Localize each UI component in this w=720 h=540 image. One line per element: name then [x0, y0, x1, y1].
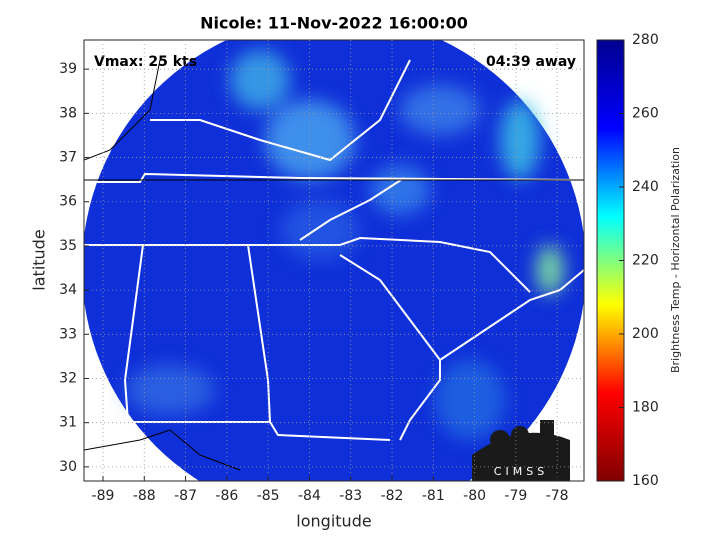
state-line	[150, 59, 411, 162]
colorbar-tick-label: 260	[632, 106, 659, 122]
swath: CIMSS	[84, 40, 584, 481]
logo: CIMSS	[472, 420, 570, 481]
y-tick-label: 35	[59, 238, 77, 254]
x-tick-label: -85	[257, 488, 280, 504]
y-tick-label: 37	[59, 150, 77, 166]
colorbar-tick-label: 240	[632, 179, 659, 195]
x-tick-label: -81	[422, 488, 445, 504]
border	[84, 429, 241, 471]
x-tick-label: -80	[463, 488, 486, 504]
colorbar-tick-label: 160	[632, 473, 659, 489]
x-tick-label: -84	[298, 488, 321, 504]
x-tick-label: -87	[174, 488, 197, 504]
plot-frame	[83, 39, 585, 482]
annotation: Vmax: 25 kts	[94, 54, 197, 70]
colorbar-tick-label: 200	[632, 326, 659, 342]
x-tick-label: -82	[381, 488, 404, 504]
colorbar-tick-label: 180	[632, 400, 659, 416]
y-tick-label: 32	[59, 370, 77, 386]
x-tick-label: -89	[92, 488, 115, 504]
y-axis-label: latitude	[30, 229, 49, 290]
state-line	[84, 236, 531, 293]
x-tick-label: -88	[133, 488, 156, 504]
y-tick-label: 38	[59, 105, 77, 121]
state-line	[123, 244, 391, 441]
chart-title: Nicole: 11-Nov-2022 16:00:00	[200, 14, 468, 33]
annotation: 04:39 away	[486, 54, 576, 70]
y-tick-label: 30	[59, 459, 77, 475]
colorbar-label: Brightness Temp - Horizontal Polarizatio…	[669, 147, 682, 373]
x-tick-label: -78	[546, 488, 569, 504]
colorbar-tick-label: 280	[632, 32, 659, 48]
state-line	[299, 177, 405, 241]
coast	[439, 269, 584, 361]
y-tick-label: 36	[59, 194, 77, 210]
logo-text: CIMSS	[494, 465, 548, 478]
colorbar-tick-label: 220	[632, 253, 659, 269]
y-tick-label: 34	[59, 282, 77, 298]
coast	[399, 360, 441, 441]
state-line	[339, 254, 441, 361]
x-tick-label: -79	[504, 488, 527, 504]
y-tick-label: 31	[59, 415, 77, 431]
x-axis-label: longitude	[296, 512, 371, 531]
y-tick-label: 39	[59, 61, 77, 77]
y-tick-label: 33	[59, 326, 77, 342]
border	[84, 59, 584, 181]
x-tick-label: -83	[339, 488, 362, 504]
x-tick-label: -86	[215, 488, 238, 504]
state-line	[84, 172, 584, 183]
